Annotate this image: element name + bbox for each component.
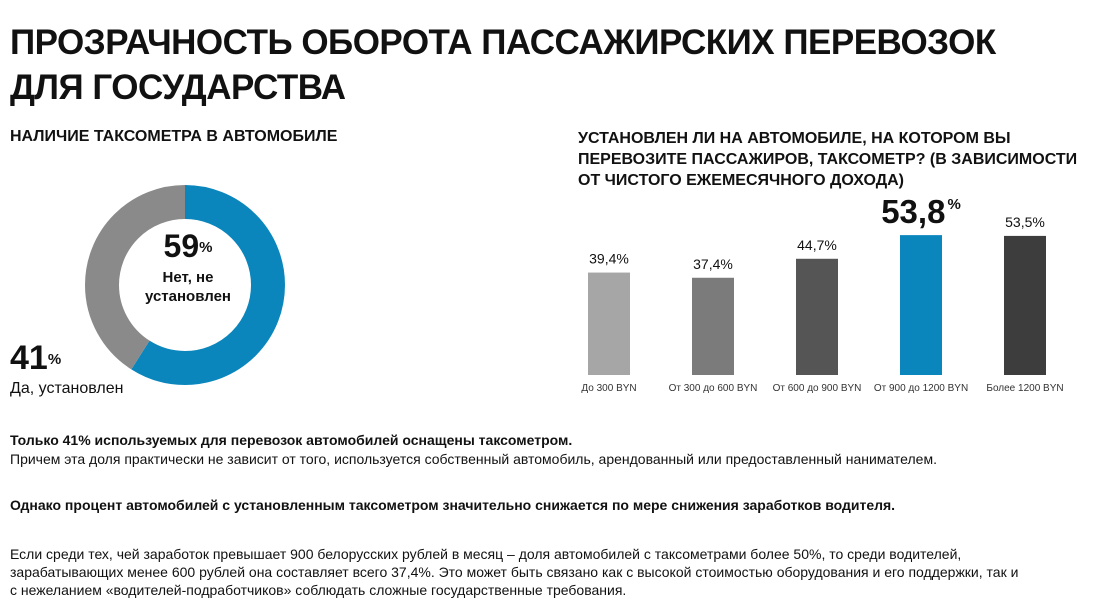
donut-side-number: 41 [10,339,48,377]
bar-value-label-4: 53,8% [881,195,961,230]
summary-text-1: Причем эта доля практически не зависит о… [10,451,937,467]
summary-bold-2: Однако процент автомобилей с установленн… [10,497,896,513]
page-title: ПРОЗРАЧНОСТЬ ОБОРОТА ПАССАЖИРСКИХ ПЕРЕВО… [10,20,1090,110]
percent-sign: % [199,239,213,256]
bar-3 [796,258,838,375]
bar-chart: 39,4% До 300 BYN 37,4% От 300 до 600 BYN 44,… [581,195,1063,394]
left-chart-subtitle: НАЛИЧИЕ ТАКСОМЕТРА В АВТОМОБИЛЕ [10,128,338,145]
bar-2 [692,277,734,375]
title-line-1: ПРОЗРАЧНОСТЬ ОБОРОТА ПАССАЖИРСКИХ ПЕРЕВО… [10,23,996,62]
bar-value-label-5: 53,5% [1005,214,1045,230]
donut-side-value: 41% [10,340,61,376]
bar-value-label-2: 37,4% [693,256,733,272]
donut-main-value: 59% [128,228,248,264]
bar-1 [588,272,630,375]
bar-value-label-3: 44,7% [797,237,837,253]
donut-main-number: 59 [163,228,200,264]
donut-slice-2 [85,185,285,385]
bar-value-label-1: 39,4% [589,251,629,267]
donut-main-label: Нет, не установлен [145,269,231,305]
title-line-2: ДЛЯ ГОСУДАРСТВА [10,68,346,107]
bar-category-label-3: От 600 до 900 BYN [773,383,862,394]
bar-category-label-1: До 300 BYN [581,383,636,394]
summary-text-2a: Если среди тех, чей заработок превышает … [10,546,962,562]
summary-bold-1: Только 41% используемых для перевозок ав… [10,432,573,448]
bar-category-label-5: Более 1200 BYN [986,383,1063,394]
right-chart-subtitle: УСТАНОВЛЕН ЛИ НА АВТОМОБИЛЕ, НА КОТОРОМ … [578,130,1078,189]
donut-side-label: Да, установлен [10,380,124,397]
bar-5 [1004,235,1046,375]
bar-category-label-4: От 900 до 1200 BYN [874,383,968,394]
summary-text-2c: с нежеланием «водителей-подработчиков» с… [10,582,627,598]
bar-4 [900,235,942,375]
donut-chart [85,185,285,385]
percent-sign: % [47,351,62,368]
bar-category-label-2: От 300 до 600 BYN [669,383,758,394]
summary-text-2b: зарабатывающих менее 600 рублей она сост… [10,564,1019,580]
percent-sign: % [947,196,960,213]
